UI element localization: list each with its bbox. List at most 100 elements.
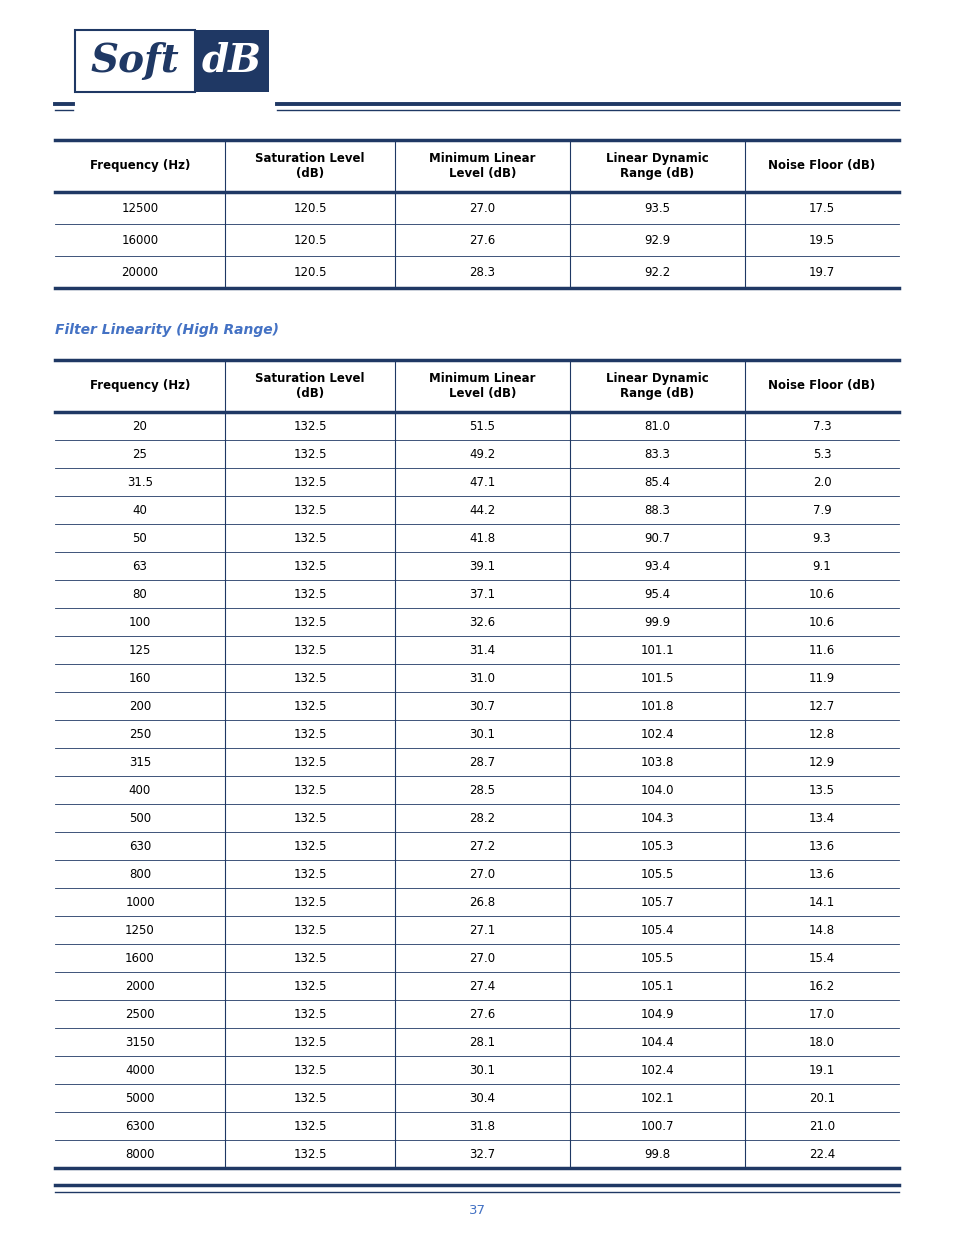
Text: 28.1: 28.1 — [469, 1035, 495, 1049]
Text: 132.5: 132.5 — [293, 867, 327, 881]
Text: 41.8: 41.8 — [469, 531, 495, 545]
Text: 49.2: 49.2 — [469, 447, 496, 461]
Text: 1000: 1000 — [125, 895, 154, 909]
Text: Minimum Linear
Level (dB): Minimum Linear Level (dB) — [429, 152, 536, 180]
Text: 132.5: 132.5 — [293, 672, 327, 684]
Text: 132.5: 132.5 — [293, 979, 327, 993]
Text: 27.6: 27.6 — [469, 233, 496, 247]
Text: 101.1: 101.1 — [640, 643, 674, 657]
Text: 80: 80 — [132, 588, 147, 600]
Text: 102.1: 102.1 — [640, 1092, 674, 1104]
Text: 132.5: 132.5 — [293, 420, 327, 432]
Text: 16000: 16000 — [121, 233, 158, 247]
Text: 21.0: 21.0 — [808, 1119, 834, 1132]
Text: 14.1: 14.1 — [808, 895, 834, 909]
Text: 132.5: 132.5 — [293, 783, 327, 797]
Text: 20000: 20000 — [121, 266, 158, 279]
Text: 27.0: 27.0 — [469, 201, 495, 215]
Text: dB: dB — [202, 42, 262, 80]
Text: 20: 20 — [132, 420, 148, 432]
Text: 51.5: 51.5 — [469, 420, 495, 432]
Text: 630: 630 — [129, 840, 151, 852]
Text: 13.6: 13.6 — [808, 840, 834, 852]
Text: 28.2: 28.2 — [469, 811, 495, 825]
Text: 27.4: 27.4 — [469, 979, 496, 993]
Text: 15.4: 15.4 — [808, 951, 834, 965]
Text: 132.5: 132.5 — [293, 1147, 327, 1161]
Text: 5.3: 5.3 — [812, 447, 830, 461]
Text: 132.5: 132.5 — [293, 475, 327, 489]
Text: 31.4: 31.4 — [469, 643, 495, 657]
Text: 105.5: 105.5 — [640, 951, 674, 965]
Text: 400: 400 — [129, 783, 151, 797]
Text: 11.9: 11.9 — [808, 672, 834, 684]
Text: 28.7: 28.7 — [469, 756, 495, 768]
Text: 132.5: 132.5 — [293, 447, 327, 461]
Text: 99.8: 99.8 — [644, 1147, 670, 1161]
Text: Minimum Linear
Level (dB): Minimum Linear Level (dB) — [429, 372, 536, 400]
Text: 14.8: 14.8 — [808, 924, 834, 936]
Text: 95.4: 95.4 — [644, 588, 670, 600]
Bar — [194, 30, 269, 91]
Text: 88.3: 88.3 — [644, 504, 670, 516]
Text: 20.1: 20.1 — [808, 1092, 834, 1104]
Text: 120.5: 120.5 — [293, 266, 327, 279]
Text: 105.3: 105.3 — [640, 840, 674, 852]
Text: 132.5: 132.5 — [293, 1092, 327, 1104]
Text: 30.4: 30.4 — [469, 1092, 495, 1104]
Text: 7.9: 7.9 — [812, 504, 830, 516]
Text: 30.7: 30.7 — [469, 699, 495, 713]
Text: 102.4: 102.4 — [640, 727, 674, 741]
Text: 10.6: 10.6 — [808, 615, 834, 629]
Text: 13.4: 13.4 — [808, 811, 834, 825]
Text: 93.5: 93.5 — [644, 201, 670, 215]
Text: 85.4: 85.4 — [644, 475, 670, 489]
Text: 13.5: 13.5 — [808, 783, 834, 797]
Text: 90.7: 90.7 — [644, 531, 670, 545]
Text: 104.9: 104.9 — [640, 1008, 674, 1020]
Text: 132.5: 132.5 — [293, 559, 327, 573]
Text: 104.4: 104.4 — [640, 1035, 674, 1049]
Text: 132.5: 132.5 — [293, 1008, 327, 1020]
Text: 31.0: 31.0 — [469, 672, 495, 684]
Text: 101.5: 101.5 — [640, 672, 674, 684]
Text: 2.0: 2.0 — [812, 475, 830, 489]
Text: 12.9: 12.9 — [808, 756, 834, 768]
Text: 102.4: 102.4 — [640, 1063, 674, 1077]
Text: Saturation Level
(dB): Saturation Level (dB) — [255, 372, 364, 400]
Text: 92.9: 92.9 — [643, 233, 670, 247]
Text: 132.5: 132.5 — [293, 588, 327, 600]
Text: 103.8: 103.8 — [640, 756, 674, 768]
Text: 8000: 8000 — [125, 1147, 154, 1161]
Text: 27.0: 27.0 — [469, 951, 495, 965]
Text: Frequency (Hz): Frequency (Hz) — [90, 379, 190, 393]
Text: 132.5: 132.5 — [293, 895, 327, 909]
Text: 28.3: 28.3 — [469, 266, 495, 279]
Text: 37.1: 37.1 — [469, 588, 495, 600]
Text: 250: 250 — [129, 727, 151, 741]
Text: 132.5: 132.5 — [293, 504, 327, 516]
Text: 27.0: 27.0 — [469, 867, 495, 881]
Text: 132.5: 132.5 — [293, 727, 327, 741]
Text: 22.4: 22.4 — [808, 1147, 834, 1161]
Text: 26.8: 26.8 — [469, 895, 495, 909]
Text: 19.1: 19.1 — [808, 1063, 834, 1077]
Text: 3150: 3150 — [125, 1035, 154, 1049]
Text: 30.1: 30.1 — [469, 1063, 495, 1077]
Text: 93.4: 93.4 — [644, 559, 670, 573]
Text: Linear Dynamic
Range (dB): Linear Dynamic Range (dB) — [605, 152, 708, 180]
Text: 32.7: 32.7 — [469, 1147, 495, 1161]
Text: Noise Floor (dB): Noise Floor (dB) — [767, 379, 875, 393]
Text: 315: 315 — [129, 756, 151, 768]
Text: 9.1: 9.1 — [812, 559, 830, 573]
Text: 27.2: 27.2 — [469, 840, 496, 852]
Text: 132.5: 132.5 — [293, 1035, 327, 1049]
Text: 800: 800 — [129, 867, 151, 881]
Text: 16.2: 16.2 — [808, 979, 834, 993]
Text: 17.0: 17.0 — [808, 1008, 834, 1020]
Text: 31.5: 31.5 — [127, 475, 152, 489]
Text: 1600: 1600 — [125, 951, 154, 965]
Text: 99.9: 99.9 — [643, 615, 670, 629]
Text: 2000: 2000 — [125, 979, 154, 993]
Text: Noise Floor (dB): Noise Floor (dB) — [767, 159, 875, 173]
